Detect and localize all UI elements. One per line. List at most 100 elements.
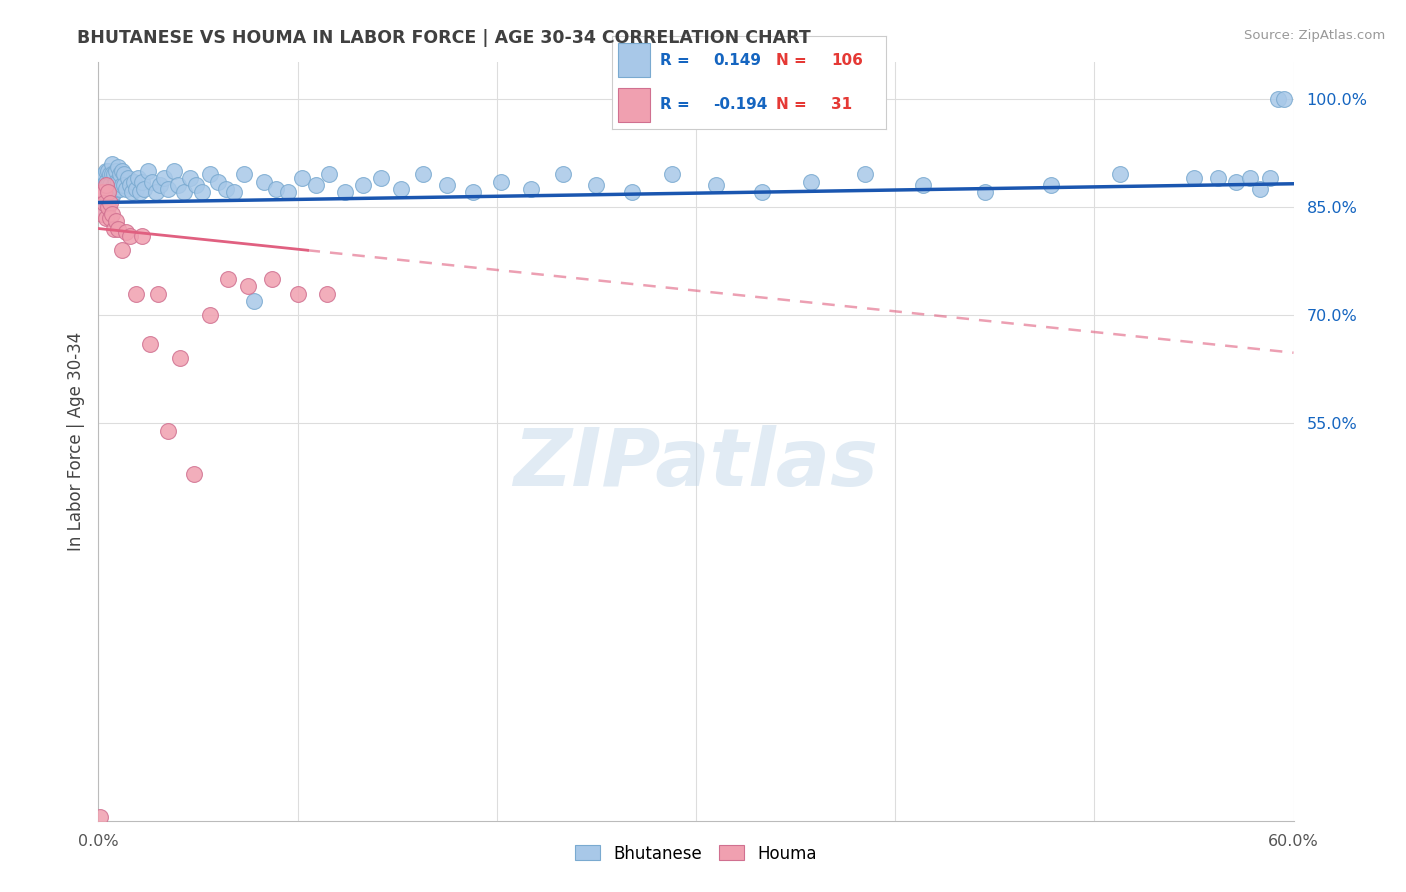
Point (103, 221, 125, 235)
Text: 0.149: 0.149 (713, 53, 761, 68)
Point (335, 186, 357, 200)
Point (751, 186, 773, 200)
Point (134, 182, 156, 196)
Point (260, 272, 283, 286)
Point (97, 186, 120, 200)
Point (1272, 91, 1295, 105)
Point (101, 167, 124, 181)
Text: 31: 31 (831, 97, 852, 112)
Point (1182, 171, 1205, 186)
Point (107, 175, 129, 189)
Point (107, 160, 129, 174)
Point (129, 186, 152, 200)
Point (131, 175, 153, 189)
Text: -0.194: -0.194 (713, 97, 768, 112)
Point (105, 163, 128, 178)
Point (103, 178, 125, 193)
Point (157, 182, 180, 196)
Point (141, 175, 163, 189)
Point (112, 178, 135, 193)
Point (316, 286, 339, 301)
Point (621, 186, 644, 200)
Point (110, 167, 132, 181)
Point (97, 178, 120, 193)
Point (1258, 171, 1281, 186)
Point (98, 186, 122, 200)
Point (103, 186, 125, 200)
Point (115, 182, 138, 196)
Point (96, 211, 118, 225)
Point (97, 193, 120, 207)
Text: ZIPatlas: ZIPatlas (513, 425, 879, 503)
Point (352, 178, 374, 193)
Point (853, 167, 876, 181)
Point (96, 163, 118, 178)
Point (148, 286, 170, 301)
Point (110, 182, 132, 196)
Point (98, 211, 122, 225)
Point (96, 175, 118, 189)
Point (105, 175, 128, 189)
Point (149, 178, 172, 193)
Point (101, 207, 124, 221)
Point (661, 167, 683, 181)
Text: N =: N = (776, 53, 807, 68)
Point (1267, 91, 1289, 105)
Point (1109, 167, 1132, 181)
Point (184, 178, 207, 193)
Point (912, 178, 935, 193)
Point (145, 186, 167, 200)
Point (96, 186, 118, 200)
Point (304, 178, 326, 193)
Point (101, 189, 124, 203)
Point (136, 163, 159, 178)
Point (198, 167, 221, 181)
Point (112, 167, 135, 181)
Point (217, 272, 239, 286)
Legend: Bhutanese, Houma: Bhutanese, Houma (568, 838, 824, 869)
Point (973, 186, 995, 200)
Text: R =: R = (659, 97, 689, 112)
Point (389, 182, 412, 196)
Point (89, 186, 111, 200)
Point (111, 243, 134, 257)
Bar (619, 88, 650, 122)
Point (232, 167, 254, 181)
Point (264, 182, 287, 196)
Text: 106: 106 (831, 53, 863, 68)
Point (489, 175, 512, 189)
Point (198, 308, 221, 322)
Point (93, 186, 115, 200)
Point (236, 279, 259, 293)
Point (704, 178, 727, 193)
Point (97, 163, 120, 178)
Point (93, 167, 115, 181)
Point (125, 286, 148, 301)
Point (117, 171, 139, 186)
Point (318, 167, 340, 181)
Point (169, 351, 191, 366)
Point (124, 175, 146, 189)
Point (519, 182, 541, 196)
Point (105, 182, 128, 196)
Point (103, 167, 125, 181)
Point (98, 189, 122, 203)
Point (89, 810, 111, 824)
Point (127, 171, 149, 186)
Point (291, 171, 314, 186)
Point (96, 178, 118, 193)
Point (98, 196, 122, 211)
Point (93, 196, 115, 211)
Point (243, 293, 266, 308)
Point (179, 171, 201, 186)
Point (107, 221, 129, 235)
Point (98, 178, 122, 193)
Point (1206, 171, 1229, 186)
Point (120, 178, 142, 193)
Point (153, 171, 176, 186)
Point (93, 193, 115, 207)
Point (96, 196, 118, 211)
Point (111, 178, 134, 193)
Point (131, 228, 153, 243)
Point (1239, 171, 1261, 186)
